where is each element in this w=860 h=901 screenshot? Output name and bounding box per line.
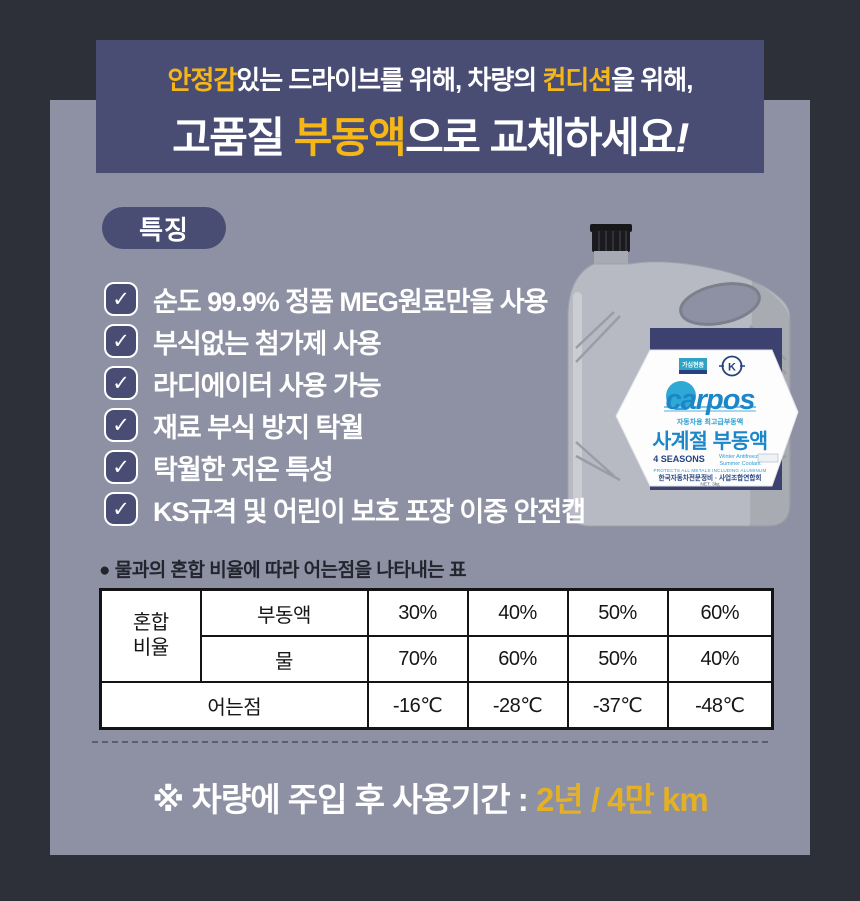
usage-note: ※ 차량에 주입 후 사용기간 : 2년 / 4만 km	[50, 773, 810, 821]
product-name: 사계절 부동액	[652, 430, 767, 453]
list-item: ✓ 탁월한 저온 특성	[104, 449, 585, 485]
product-type2: Summer Coolant	[719, 461, 761, 467]
table-cell: 70%	[366, 635, 469, 683]
product-org-line: 한국자동차전문정비 · 사업조합연합회	[659, 473, 762, 482]
antifreeze-jug-image: 가심현품 K carpos 자동차용 최고급부동액 사계절 부동액 4 SEAS…	[567, 224, 799, 527]
table-cell: -16℃	[366, 681, 469, 730]
checkmark-icon: ✓	[104, 450, 138, 484]
header-line1-text2: 을 위해,	[611, 65, 693, 95]
header-line1: 안정감있는 드라이브를 위해, 차량의 컨디션을 위해,	[96, 60, 764, 97]
cert-badge	[679, 358, 707, 370]
table-row-label: 물	[199, 635, 369, 683]
product-label-hexagon	[615, 349, 799, 487]
header-line1-accent1: 안정감	[167, 65, 238, 95]
mix-ratio-table: 혼합 비율 부동액 30% 40% 50% 60% 물 70% 60% 50% …	[99, 588, 774, 730]
table-row: 혼합 비율 부동액 30% 40% 50% 60%	[99, 588, 774, 683]
product-protect-line: PROTECTS ALL METALS INCLUDING ALUMINUM	[653, 468, 766, 473]
list-item: ✓ KS규격 및 어린이 보호 포장 이중 안전캡	[104, 491, 586, 527]
list-item: ✓ 순도 99.9% 정품 MEG원료만을 사용	[104, 281, 585, 317]
brand-logo-circle	[666, 381, 696, 411]
checkmark-icon: ✓	[104, 366, 138, 400]
table-cell: -37℃	[566, 681, 669, 730]
list-item: ✓ 부식없는 첨가제 사용	[104, 323, 585, 359]
table-row-label: 어는점	[99, 681, 369, 730]
table-cell: -28℃	[466, 681, 569, 730]
table-row: 물 70% 60% 50% 40%	[101, 635, 774, 683]
cert-badge-label: 가심현품	[682, 361, 705, 369]
table-cell: 30%	[366, 588, 469, 637]
feature-label: 부식없는 첨가제 사용	[153, 328, 382, 359]
product-type1: Winter Antifreeze	[719, 454, 761, 460]
checkmark-icon: ✓	[104, 282, 138, 316]
table-cell: 50%	[566, 635, 669, 683]
usage-note-highlight: 2년 / 4만 km	[535, 781, 709, 818]
checkmark-icon: ✓	[104, 324, 138, 358]
jug-cap-ribs	[598, 231, 627, 251]
feature-label: 라디에이터 사용 가능	[153, 370, 382, 401]
table-cell: -48℃	[666, 681, 774, 730]
product-net-label: NET. 3㎏	[700, 482, 719, 489]
checkmark-icon: ✓	[104, 408, 138, 442]
brand-logo-text: carpos	[665, 384, 755, 416]
feature-label: 탁월한 저온 특성	[153, 454, 334, 485]
table-group-label: 혼합 비율	[99, 588, 202, 683]
table-cell: 60%	[466, 635, 569, 683]
table-caption: ● 물과의 혼합 비율에 따라 어는점을 나타내는 표	[99, 560, 467, 581]
brand-logo-stripe2	[664, 410, 756, 412]
cert-badge-stripe	[679, 370, 707, 374]
product-tagline: 자동차용 최고급부동액	[677, 417, 743, 426]
header-line1-accent2: 컨디션	[542, 65, 612, 95]
header-line2-text1: 고품질	[172, 114, 294, 161]
dashed-divider	[92, 741, 768, 743]
table-cell: 60%	[666, 588, 774, 637]
feature-label: KS규격 및 어린이 보호 포장 이중 안전캡	[153, 496, 586, 527]
jug-handle-hole	[679, 282, 761, 326]
header-line2-exclaim: !	[675, 114, 689, 161]
product-image: 가심현품 K carpos 자동차용 최고급부동액 사계절 부동액 4 SEAS…	[552, 220, 812, 535]
checkmark-icon: ✓	[104, 492, 138, 526]
list-item: ✓ 재료 부식 방지 탁월	[104, 407, 585, 443]
table-cell: 50%	[566, 588, 669, 637]
features-list: ✓ 순도 99.9% 정품 MEG원료만을 사용 ✓ 부식없는 첨가제 사용 ✓…	[104, 281, 586, 533]
brand-logo-stripe1	[664, 406, 756, 408]
header-line2-accent1: 부동액	[293, 114, 407, 161]
jug-neck	[594, 251, 628, 267]
header-line2: 고품질 부동액으로 교체하세요!	[96, 104, 764, 165]
features-badge: 특징	[102, 207, 226, 249]
jug-cap	[592, 230, 630, 252]
feature-label: 재료 부식 방지 탁월	[153, 412, 364, 443]
table-cell: 40%	[466, 588, 569, 637]
feature-label: 순도 99.9% 정품 MEG원료만을 사용	[153, 286, 548, 317]
table-row-label: 부동액	[199, 588, 369, 637]
table-row: 어는점 -16℃ -28℃ -37℃ -48℃	[99, 681, 774, 730]
header-banner: 안정감있는 드라이브를 위해, 차량의 컨디션을 위해, 고품질 부동액으로 교…	[96, 40, 764, 173]
product-seasons: 4 SEASONS	[653, 454, 705, 464]
usage-note-prefix: ※ 차량에 주입 후 사용기간 :	[152, 781, 536, 818]
header-line1-text1: 있는 드라이브를 위해, 차량의	[236, 65, 543, 95]
header-line2-text2: 으로 교체하세요	[405, 114, 677, 161]
table-cell: 40%	[666, 635, 774, 683]
list-item: ✓ 라디에이터 사용 가능	[104, 365, 585, 401]
mini-cert-tag	[757, 453, 779, 463]
ks-mark-letter: K	[728, 362, 736, 374]
